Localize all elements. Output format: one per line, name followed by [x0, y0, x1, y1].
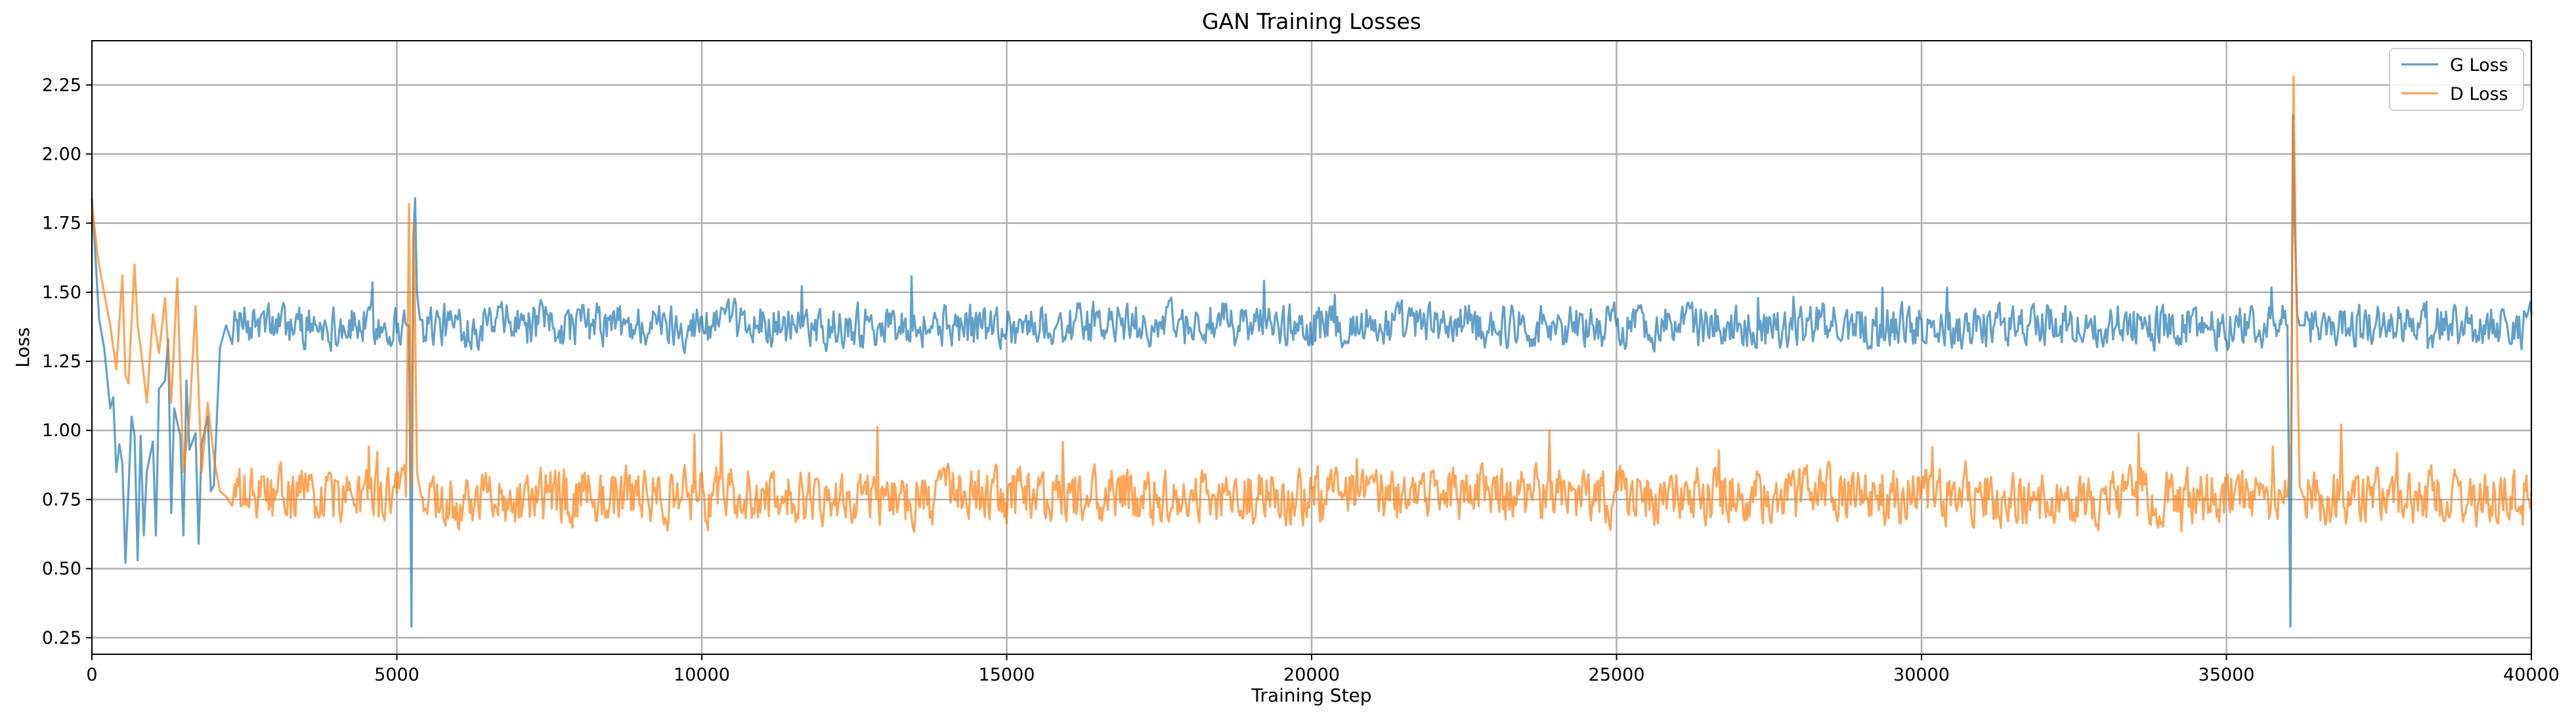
y-tick-label: 0.25: [42, 628, 81, 648]
y-tick-label: 1.50: [42, 282, 81, 303]
x-tick-label: 0: [86, 665, 97, 685]
y-tick-label: 2.25: [42, 75, 81, 95]
legend: G Loss D Loss: [2389, 48, 2524, 111]
x-tick-label: 30000: [1893, 665, 1950, 685]
y-tick-label: 1.75: [42, 213, 81, 234]
legend-label-g-loss: G Loss: [2450, 55, 2508, 76]
y-tick-label: 2.00: [42, 144, 81, 164]
x-tick-label: 5000: [374, 665, 419, 685]
y-tick-label: 1.00: [42, 420, 81, 441]
y-axis-label: Loss: [12, 327, 33, 367]
chart-title: GAN Training Losses: [1202, 9, 1421, 34]
x-tick-label: 40000: [2503, 665, 2560, 685]
series-line-d-loss: [91, 76, 2533, 533]
y-tick-label: 0.50: [42, 559, 81, 579]
x-tick-label: 20000: [1283, 665, 1340, 685]
x-axis-ticks: 0 5000 10000 15000 20000 25000 30000 35000 40000: [86, 654, 2560, 685]
x-axis-label: Training Step: [1251, 684, 1371, 706]
series-lines: [91, 76, 2533, 628]
y-tick-label: 1.25: [42, 351, 81, 372]
x-tick-label: 10000: [674, 665, 730, 685]
x-tick-label: 25000: [1589, 665, 1645, 685]
y-axis-ticks: 0.25 0.50 0.75 1.00 1.25 1.50 1.75 2.00 2.25: [42, 75, 92, 648]
x-tick-label: 15000: [979, 665, 1035, 685]
series-line-g-loss: [91, 114, 2533, 628]
y-tick-label: 0.75: [42, 489, 81, 510]
legend-label-d-loss: D Loss: [2450, 84, 2508, 104]
x-tick-label: 35000: [2199, 665, 2255, 685]
